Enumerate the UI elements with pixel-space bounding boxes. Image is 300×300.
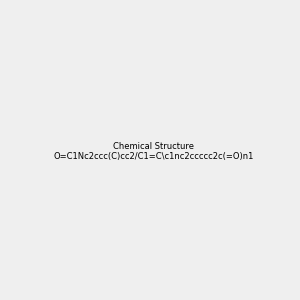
- Text: Chemical Structure
O=C1Nc2ccc(C)cc2/C1=C\c1nc2ccccc2c(=O)n1: Chemical Structure O=C1Nc2ccc(C)cc2/C1=C…: [54, 142, 254, 161]
